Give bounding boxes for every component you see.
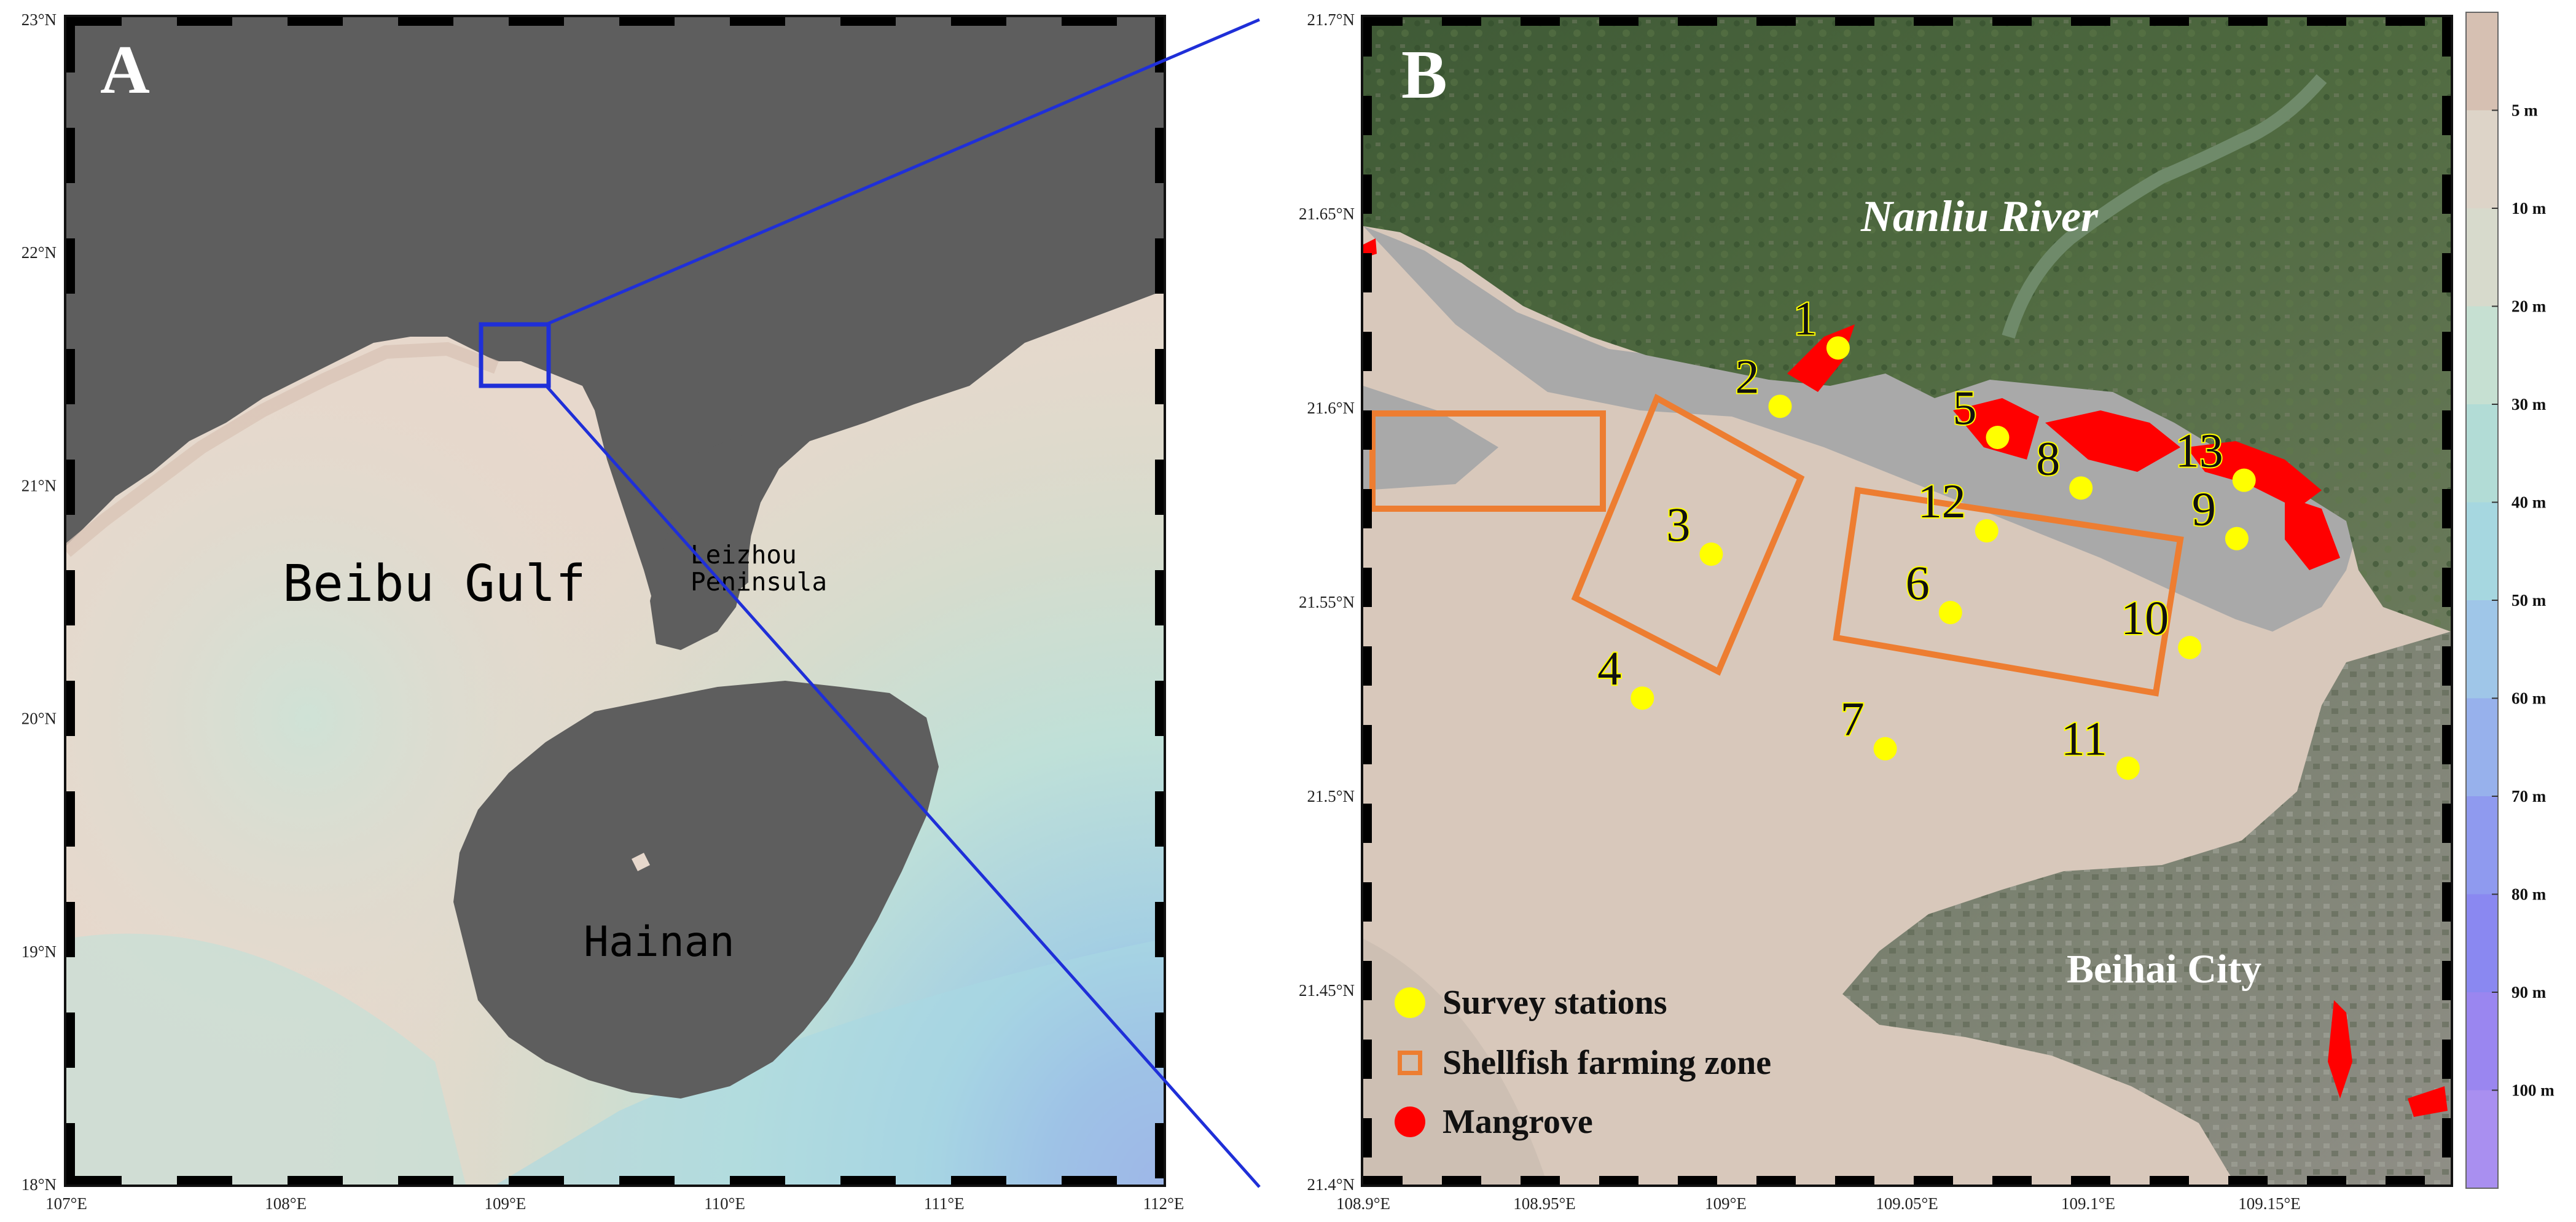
- legend-item-farming: Shellfish farming zone: [1398, 1043, 1771, 1083]
- study-area-inset-box: [479, 322, 551, 388]
- panel-b-lon-tick-label: 109.1°E: [2061, 1194, 2115, 1213]
- survey-station-label: 4: [1597, 641, 1621, 695]
- survey-station-label: 1: [1793, 291, 1817, 345]
- survey-station-1: [1826, 336, 1850, 360]
- panel-b-lon-tick-label: 108.9°E: [1336, 1194, 1390, 1213]
- colorbar-label: 80 m: [2511, 885, 2547, 904]
- survey-station-13: [2232, 468, 2256, 492]
- nanliu-river-channel: [2002, 74, 2327, 339]
- panel-a-lat-tick-label: 21°N: [22, 476, 57, 495]
- survey-station-label: 13: [2175, 424, 2223, 477]
- survey-station-5: [1986, 426, 2010, 449]
- colorbar-segment: [2466, 208, 2498, 307]
- panel-b-lon-tick-label: 108.95°E: [1513, 1194, 1576, 1213]
- colorbar-label: 5 m: [2511, 101, 2538, 120]
- legend-item-mangrove: Mangrove: [1395, 1102, 1593, 1142]
- farming-zone-west: [1369, 410, 1606, 512]
- panel-b-lat-tick-label: 21.5°N: [1307, 787, 1355, 805]
- panel-b-lat-tick-label: 21.6°N: [1307, 399, 1355, 417]
- panel-b-axes: 21.7°N 21.65°N 21.6°N 21.55°N 21.5°N 21.45°N 2…: [1299, 10, 2301, 1213]
- panel-a-letter: A: [100, 32, 150, 108]
- panel-b-lat-tick-label: 21.55°N: [1299, 593, 1355, 611]
- survey-station-label: 11: [2061, 711, 2107, 765]
- survey-station-label: 9: [2192, 482, 2216, 536]
- panel-a-lon-tick-label: 109°E: [485, 1194, 527, 1213]
- panel-a-axes: 23°N 22°N 21°N 20°N 19°N 18°N 107°E 108°E 109°E…: [22, 10, 1184, 1213]
- survey-station-4: [1631, 686, 1654, 710]
- colorbar-segment: [2466, 992, 2498, 1091]
- survey-station-label: 8: [2036, 431, 2060, 485]
- nanliu-river-label: Nanliu River: [1861, 192, 2099, 241]
- panel-a-lon-tick-label: 108°E: [265, 1194, 307, 1213]
- survey-station-9: [2225, 527, 2249, 550]
- colorbar-segment: [2466, 12, 2498, 111]
- panel-a-lon-tick-label: 111°E: [924, 1194, 965, 1213]
- colorbar-label: 20 m: [2511, 297, 2547, 316]
- colorbar-label: 70 m: [2511, 787, 2547, 805]
- legend-mangrove-label: Mangrove: [1443, 1103, 1593, 1141]
- colorbar-segment: [2466, 698, 2498, 797]
- colorbar-label: 100 m: [2511, 1081, 2554, 1100]
- orange-square-outline-icon: [1398, 1051, 1422, 1075]
- beihai-city-label: Beihai City: [2067, 947, 2262, 992]
- colorbar-label: 60 m: [2511, 689, 2547, 708]
- panel-b-lat-tick-label: 21.45°N: [1299, 981, 1355, 1000]
- survey-station-8: [2069, 476, 2093, 500]
- panel-b-lat-tick-label: 21.7°N: [1307, 10, 1355, 29]
- survey-station-label: 12: [1918, 474, 1966, 528]
- colorbar-label: 30 m: [2511, 395, 2547, 413]
- panel-a-lon-tick-label: 110°E: [704, 1194, 745, 1213]
- colorbar-label: 10 m: [2511, 199, 2547, 217]
- farming-zone-middle: [1571, 393, 1805, 676]
- survey-station-label: 2: [1736, 350, 1760, 403]
- colorbar-label: 40 m: [2511, 493, 2547, 512]
- panel-a-lon-tick-label: 107°E: [45, 1194, 87, 1213]
- survey-station-label: 10: [2121, 591, 2169, 644]
- survey-station-7: [1873, 737, 1897, 761]
- colorbar-segment: [2466, 404, 2498, 503]
- panel-b-lat-tick-label: 21.65°N: [1299, 205, 1355, 223]
- farming-zone-east: [1833, 487, 2184, 697]
- colorbar-segment: [2466, 796, 2498, 895]
- legend-farming-label: Shellfish farming zone: [1443, 1044, 1772, 1082]
- survey-station-2: [1768, 394, 1792, 418]
- panel-b-lon-tick-label: 109°E: [1705, 1194, 1747, 1213]
- shellfish-farming-zones: [1369, 393, 2184, 697]
- depth-colorbar: 5 m 10 m 20 m 30 m 40 m 50 m 60 m 70 m 80 m 90 m 1…: [2465, 12, 2554, 1189]
- legend-item-stations: Survey stations: [1395, 983, 1667, 1022]
- survey-station-label: 5: [1953, 381, 1977, 434]
- colorbar-segment: [2466, 306, 2498, 405]
- colorbar-label: 90 m: [2511, 983, 2547, 1001]
- panel-a-lat-tick-label: 20°N: [22, 710, 57, 728]
- panel-b-lon-tick-label: 109.05°E: [1876, 1194, 1938, 1213]
- survey-station-11: [2116, 756, 2140, 780]
- colorbar-segment: [2466, 1090, 2498, 1189]
- yellow-dot-icon: [1395, 987, 1425, 1018]
- panel-a-lat-tick-label: 22°N: [22, 243, 57, 262]
- colorbar-label: 50 m: [2511, 591, 2547, 609]
- survey-station-label: 7: [1841, 692, 1865, 746]
- panel-b-frame-ticks: [1363, 17, 2451, 1185]
- panel-a-lat-tick-label: 19°N: [22, 942, 57, 961]
- legend-stations-label: Survey stations: [1443, 984, 1667, 1022]
- panel-b-lat-tick-label: 21.4°N: [1307, 1175, 1355, 1194]
- panel-b-letter: B: [1401, 37, 1447, 113]
- colorbar-segment: [2466, 502, 2498, 601]
- panel-b-lon-tick-label: 109.15°E: [2238, 1194, 2301, 1213]
- red-dot-icon: [1395, 1106, 1425, 1137]
- panel-a-lat-tick-label: 23°N: [22, 10, 57, 29]
- survey-station-label: 3: [1666, 498, 1690, 551]
- panel-a-lat-tick-label: 18°N: [22, 1175, 57, 1194]
- colorbar-segment: [2466, 110, 2498, 209]
- survey-station-label: 6: [1906, 556, 1930, 609]
- colorbar-segment: [2466, 600, 2498, 699]
- survey-station-10: [2178, 636, 2202, 659]
- panel-a-lon-tick-label: 112°E: [1143, 1194, 1184, 1213]
- beibu-gulf-label: Beibu Gulf: [283, 555, 586, 613]
- survey-station-12: [1975, 519, 1999, 542]
- survey-station-6: [1938, 601, 1962, 624]
- colorbar-segment: [2466, 894, 2498, 993]
- survey-station-3: [1699, 542, 1723, 566]
